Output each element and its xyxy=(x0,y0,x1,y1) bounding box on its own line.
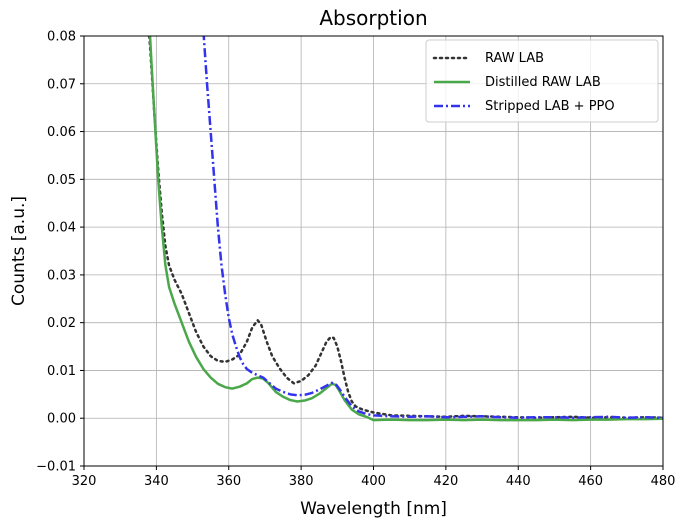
chart-title: Absorption xyxy=(319,6,427,30)
legend-label-stripped-lab-ppo: Stripped LAB + PPO xyxy=(485,99,615,114)
x-tick-label: 340 xyxy=(144,474,169,489)
y-tick-label: −0.01 xyxy=(36,460,76,475)
x-tick-label: 400 xyxy=(361,474,386,489)
x-tick-label: 380 xyxy=(289,474,314,489)
x-tick-label: 480 xyxy=(651,474,676,489)
y-tick-label: 0.00 xyxy=(47,412,76,427)
y-tick-label: 0.04 xyxy=(47,221,76,236)
series-line-distilled-raw-lab xyxy=(148,36,663,422)
tick-marks: 320 340 360 380 400 420 440 460 480 −0.01 0.00 0.01… xyxy=(36,30,675,490)
y-tick-label: 0.06 xyxy=(47,125,76,140)
x-tick-label: 420 xyxy=(433,474,458,489)
legend-label-raw-lab: RAW LAB xyxy=(485,51,544,66)
y-tick-label: 0.05 xyxy=(47,173,76,188)
y-tick-label: 0.01 xyxy=(47,364,76,379)
x-tick-label: 460 xyxy=(578,474,603,489)
x-axis-label: Wavelength [nm] xyxy=(300,499,447,519)
y-tick-label: 0.03 xyxy=(47,268,76,283)
y-tick-label: 0.08 xyxy=(47,30,76,45)
series-layer xyxy=(148,36,663,422)
x-tick-label: 440 xyxy=(506,474,531,489)
legend: RAW LAB Distilled RAW LAB Stripped LAB +… xyxy=(425,39,659,123)
y-tick-label: 0.07 xyxy=(47,77,76,92)
series-line-stripped-lab-ppo xyxy=(202,36,663,419)
x-tick-label: 360 xyxy=(216,474,241,489)
y-tick-label: 0.02 xyxy=(47,316,76,331)
legend-box xyxy=(425,39,659,123)
y-axis-label: Counts [a.u.] xyxy=(9,196,29,306)
legend-label-distilled-raw-lab: Distilled RAW LAB xyxy=(485,75,601,90)
x-tick-label: 320 xyxy=(72,474,97,489)
